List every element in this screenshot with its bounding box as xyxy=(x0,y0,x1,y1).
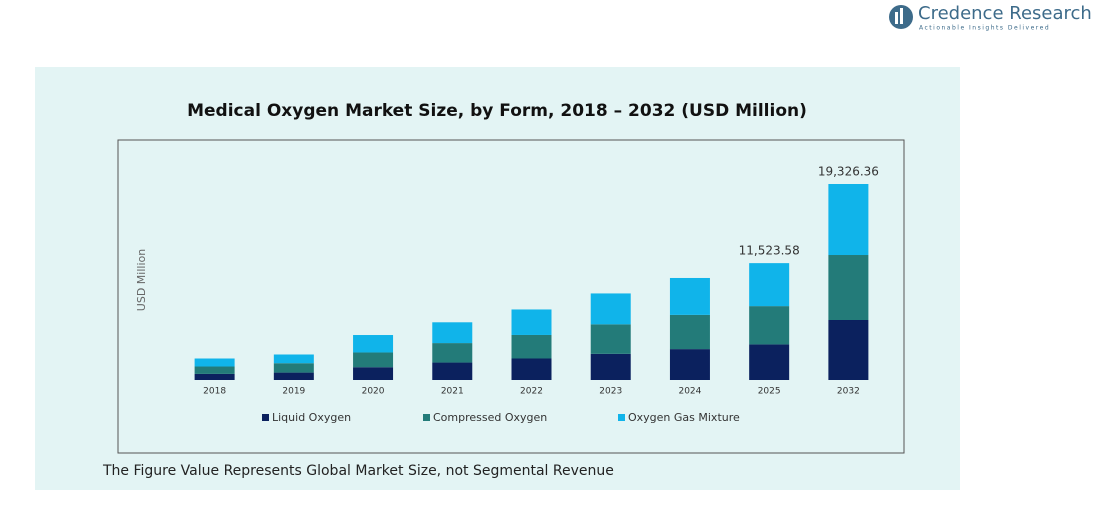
logo-tagline: Actionable Insights Delivered xyxy=(919,25,1050,32)
logo: Credence Research Actionable Insights De… xyxy=(889,3,1092,32)
bar-segment xyxy=(828,255,869,321)
chart-title: Medical Oxygen Market Size, by Form, 201… xyxy=(187,101,807,121)
x-tick-label: 2020 xyxy=(362,387,385,397)
logo-name: Credence Research xyxy=(918,3,1092,24)
x-tick-label: 2025 xyxy=(758,387,781,397)
legend-label: Compressed Oxygen xyxy=(433,411,547,424)
bar-segment xyxy=(669,314,710,350)
bar-segment xyxy=(511,358,552,380)
bar-segment xyxy=(353,367,394,380)
bar-segment xyxy=(828,320,869,380)
bar-segment xyxy=(273,354,314,364)
x-tick-label: 2032 xyxy=(837,387,860,397)
bar-segment xyxy=(669,277,710,315)
logo-icon-bar xyxy=(900,8,903,24)
bar-segment xyxy=(273,363,314,373)
logo-icon-bar xyxy=(895,12,898,24)
x-tick-label: 2022 xyxy=(520,387,543,397)
legend-swatch xyxy=(618,414,625,421)
bar-segment xyxy=(432,322,473,344)
bar-segment xyxy=(432,343,473,363)
plot-frame xyxy=(117,139,905,454)
x-tick-label: 2024 xyxy=(678,387,701,397)
bar-segment xyxy=(590,293,631,325)
x-tick-label: 2021 xyxy=(441,387,464,397)
bar-segment xyxy=(590,324,631,354)
x-tick-label: 2023 xyxy=(599,387,622,397)
x-tick-label: 2018 xyxy=(203,387,226,397)
bar-segment xyxy=(432,362,473,380)
total-label: 11,523.58 xyxy=(739,244,800,258)
x-tick-label: 2019 xyxy=(282,387,305,397)
bar-segment xyxy=(828,184,869,256)
legend-swatch xyxy=(262,414,269,421)
bar-segment xyxy=(353,335,394,353)
bar-segment xyxy=(749,306,790,345)
legend-label: Oxygen Gas Mixture xyxy=(628,411,740,424)
bar-segment xyxy=(273,372,314,380)
bar-segment xyxy=(353,352,394,368)
bar-segment xyxy=(749,344,790,380)
footnote: The Figure Value Represents Global Marke… xyxy=(102,463,614,479)
legend-label: Liquid Oxygen xyxy=(272,411,351,424)
total-label: 19,326.36 xyxy=(818,165,879,179)
bar-segment xyxy=(511,334,552,359)
bar-segment xyxy=(511,309,552,335)
bar-segment xyxy=(194,358,235,367)
bar-segment xyxy=(749,263,790,307)
bar-segment xyxy=(194,373,235,380)
chart-panel xyxy=(35,67,960,490)
bar-segment xyxy=(590,353,631,380)
bar-segment xyxy=(669,349,710,380)
legend-swatch xyxy=(423,414,430,421)
bar-segment xyxy=(194,366,235,374)
y-axis-label: USD Million xyxy=(135,249,148,311)
